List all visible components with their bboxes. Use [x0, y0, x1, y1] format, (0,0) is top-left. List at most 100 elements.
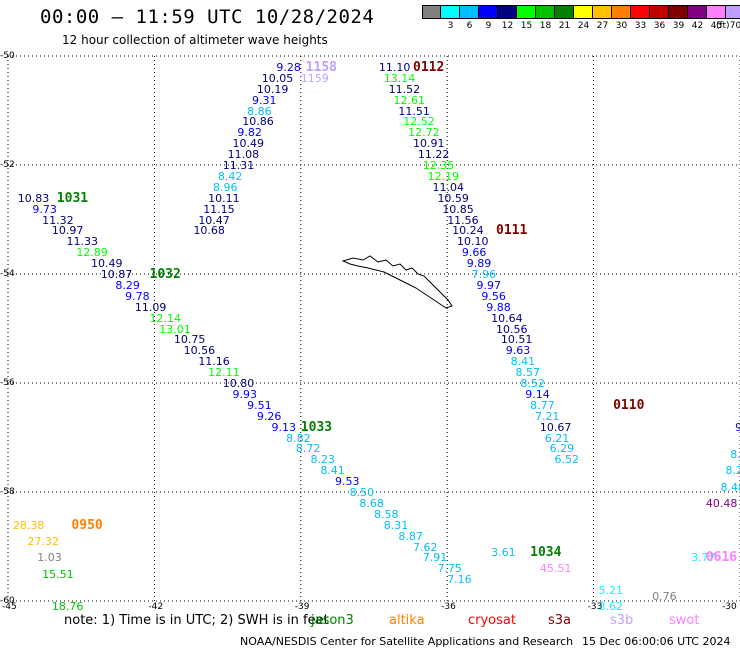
color-scale-swatch	[631, 5, 650, 19]
color-scale-label: 18	[539, 21, 552, 31]
pass-time-label: 1032	[149, 267, 181, 282]
wave-height-label: 9.97	[476, 278, 501, 292]
wave-height-label: 7.96	[471, 268, 497, 281]
wave-height-label: 10.56	[183, 344, 216, 358]
color-scale-label: 24	[577, 21, 590, 31]
wave-height-label: 11.31	[222, 159, 255, 172]
wave-height-label: 13.01	[159, 322, 191, 336]
wave-height-label: 9.14	[525, 387, 550, 401]
wave-height-label: 8.41	[510, 355, 536, 369]
wave-height-label: 10.97	[51, 224, 84, 238]
wave-height-label: 8.50	[349, 486, 375, 499]
wave-height-label: 5.21	[598, 584, 623, 598]
color-scale-swatch	[688, 5, 707, 19]
wave-height-label: 10.80	[222, 377, 255, 390]
color-scale-label	[422, 21, 441, 31]
color-scale-label: 27	[596, 21, 609, 31]
wave-height-label: 9.89	[466, 257, 492, 271]
wave-height-label: 6.21	[544, 431, 570, 445]
wave-height-label: 3.61	[491, 545, 516, 559]
latitude-tick-label: -52	[0, 160, 15, 170]
wave-height-label: 11.52	[388, 82, 421, 96]
wave-height-label: 10.11	[208, 191, 240, 205]
latitude-tick-label: -60	[0, 596, 15, 606]
pass-time-label: 0950	[71, 517, 103, 533]
wave-height-label: 8.87	[398, 529, 423, 543]
wave-height-color-scale	[422, 5, 740, 19]
wave-height-label: 3.62	[598, 600, 623, 614]
wave-height-label: 11.10	[378, 60, 411, 74]
wave-height-label: 9.82	[237, 126, 262, 140]
wave-height-label: 18.76	[51, 600, 84, 614]
longitude-tick-label: -30	[722, 602, 737, 612]
wave-height-label: 11.22	[417, 148, 450, 162]
wave-height-label: 12.72	[408, 126, 440, 140]
wave-height-label: 10.83	[17, 191, 50, 205]
wave-height-label: 8.41	[320, 464, 345, 478]
wave-height-label: 8.42	[217, 169, 243, 183]
wave-height-label: 10.05	[261, 71, 294, 85]
wave-height-label: 11.51	[398, 104, 430, 118]
color-scale-swatch	[479, 5, 498, 19]
wave-height-label: 10.75	[173, 333, 206, 347]
wave-height-label: 10.51	[500, 333, 533, 347]
wave-height-label: 11.56	[447, 213, 479, 227]
pass-time-label: 1158	[305, 59, 337, 75]
latitude-tick-label: -58	[0, 487, 15, 497]
color-scale-label: 30	[615, 21, 628, 31]
pass-time-label: 0111	[496, 223, 528, 239]
wave-height-label: 12.19	[427, 169, 460, 183]
color-scale-swatch	[669, 5, 688, 19]
wave-height-label: 8.29	[115, 278, 140, 292]
color-scale-label: 15	[520, 21, 533, 31]
wave-height-label: 9.73	[32, 202, 57, 216]
wave-height-label: 10.24	[452, 224, 484, 238]
wave-height-label: 7.21	[535, 409, 560, 423]
wave-height-label: 11.09	[134, 300, 167, 314]
map-title: 00:00 – 11:59 UTC 10/28/2024	[40, 6, 375, 28]
wave-height-label: 8.77	[530, 398, 555, 412]
latitude-tick-label: -56	[0, 378, 15, 388]
pass-time-label: 1033	[300, 419, 333, 435]
wave-height-label: 10.56	[496, 322, 528, 336]
color-scale-label: 33	[634, 21, 647, 31]
pass-time-label: 0112	[413, 59, 445, 75]
longitude-tick-label: -42	[148, 602, 164, 612]
longitude-tick-label: -36	[441, 602, 456, 612]
wave-height-label: 8.48	[720, 480, 740, 494]
wave-height-label: 11.04	[432, 180, 465, 194]
wave-height-label: 10.68	[193, 224, 225, 238]
wave-height-label: 12.11	[208, 366, 240, 380]
color-scale-swatch	[612, 5, 631, 19]
wave-height-label: 10.87	[100, 268, 133, 281]
wave-height-label: 9.13	[271, 420, 297, 434]
wave-height-label: 28.38	[12, 518, 45, 532]
color-scale-swatch	[422, 5, 441, 19]
wave-height-label: 11.33	[66, 235, 99, 249]
wave-height-label: 8.52	[520, 377, 545, 390]
color-scale-swatch	[726, 5, 740, 19]
map-canvas	[7, 55, 740, 602]
satellite-legend-swot: swot	[669, 613, 700, 628]
wave-height-label: 12.35	[422, 159, 455, 172]
wave-height-label: 7.62	[413, 540, 438, 554]
wave-height-label: 8.82	[286, 431, 311, 445]
wave-height-label: 27.32	[27, 535, 60, 549]
pass-time-label: 0616	[705, 550, 738, 566]
color-scale-unit: (ft)	[716, 21, 730, 31]
color-scale-label: 9	[485, 21, 492, 31]
pass-time-label: 1031	[56, 190, 89, 206]
wave-height-label: 9.31	[252, 93, 277, 107]
credit-text: NOAA/NESDIS Center for Satellite Applica…	[240, 635, 574, 648]
color-scale-label: 21	[558, 21, 571, 31]
wave-height-label: 9.66	[461, 246, 487, 260]
wave-height-label: 10.86	[242, 115, 274, 129]
wave-height-label: 6.29	[549, 442, 575, 456]
color-scale-label: 70	[729, 21, 740, 31]
map-subtitle: 12 hour collection of altimeter wave hei…	[62, 33, 328, 47]
wave-height-label: 10.85	[442, 202, 474, 216]
wave-height-label: 10.47	[198, 213, 230, 227]
wave-height-label: 12.89	[76, 246, 108, 260]
wave-height-label: 10.49	[90, 257, 123, 271]
wave-height-label: 8.57	[515, 366, 541, 380]
